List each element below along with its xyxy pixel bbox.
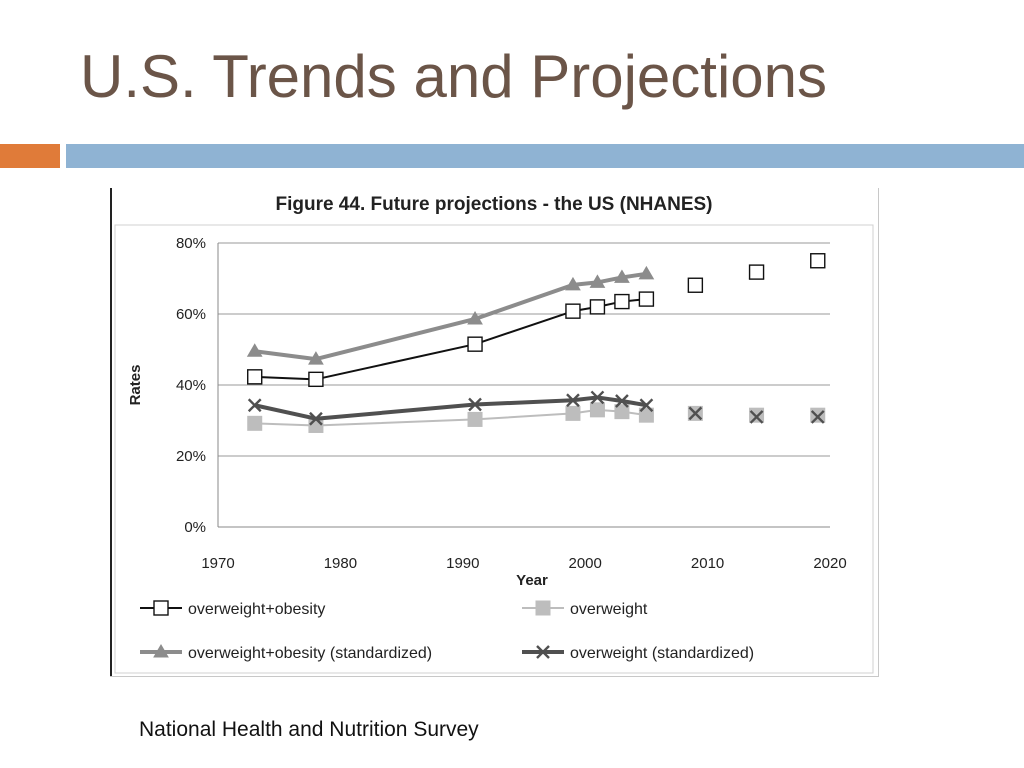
x-tick-label: 1970 <box>201 555 234 572</box>
marker-stroke <box>615 394 629 408</box>
projected-point <box>688 406 703 421</box>
data-point <box>467 336 483 352</box>
marker-stroke <box>688 406 703 421</box>
data-point <box>589 299 606 315</box>
data-point <box>589 402 605 418</box>
accent-bar-orange <box>0 144 60 168</box>
data-point <box>638 291 655 307</box>
data-point <box>639 398 654 413</box>
y-tick-label: 40% <box>176 377 206 394</box>
data-point <box>614 269 630 283</box>
data-point <box>468 397 482 412</box>
y-axis-label: Rates <box>127 365 144 406</box>
legend-label: overweight (standardized) <box>570 645 754 662</box>
marker-stroke <box>536 645 550 659</box>
slide-caption: National Health and Nutrition Survey <box>139 718 479 741</box>
legend-item: overweight <box>522 600 648 618</box>
data-point <box>566 393 580 408</box>
series-overweight-standardized- <box>247 390 825 426</box>
x-tick-label: 2000 <box>569 555 602 572</box>
y-tick-label: 20% <box>176 448 206 465</box>
data-point <box>638 407 654 423</box>
accent-bar-blue <box>66 144 1024 168</box>
data-point <box>614 293 630 310</box>
series-layer <box>246 253 826 433</box>
marker-stroke <box>566 393 580 408</box>
data-point <box>589 274 606 288</box>
data-point <box>467 411 483 427</box>
data-point <box>590 390 605 405</box>
legend-label: overweight <box>570 601 648 618</box>
marker-stroke <box>810 410 825 424</box>
series-overweight-obesity <box>247 253 826 388</box>
y-tick-label: 60% <box>176 306 206 323</box>
data-point <box>615 394 629 408</box>
data-point <box>614 404 630 420</box>
y-tick-label: 0% <box>184 519 206 536</box>
x-tick-label: 1980 <box>324 555 357 572</box>
x-tick-label: 2020 <box>813 555 846 572</box>
data-point <box>308 351 324 365</box>
projected-point <box>749 410 764 424</box>
marker-stroke <box>749 410 764 424</box>
projected-point <box>687 277 704 293</box>
data-point <box>247 369 263 385</box>
data-point <box>247 398 262 413</box>
series-overweight-obesity-standardized- <box>246 254 826 365</box>
legend-marker <box>153 644 169 658</box>
data-point <box>467 310 483 325</box>
data-point <box>565 405 581 421</box>
legend-marker <box>153 600 169 616</box>
legend-label: overweight+obesity <box>188 601 325 618</box>
y-tick-label: 80% <box>176 235 206 252</box>
projected-point <box>749 407 765 423</box>
x-axis-label: Year <box>516 572 548 589</box>
data-point <box>638 265 655 280</box>
figure-panel: Figure 44. Future projections - the US (… <box>110 188 879 677</box>
projected-point <box>810 253 826 269</box>
axes: 0% 20% 40% 60% 80% 1970 1980 1990 2000 2010 2020 Ye… <box>127 235 847 589</box>
legend-marker <box>536 645 550 659</box>
legend-label: overweight+obesity (standardized) <box>188 645 432 662</box>
legend-item: overweight+obesity <box>140 600 325 618</box>
legend-marker <box>535 600 551 616</box>
marker-stroke <box>468 397 482 412</box>
data-point <box>246 343 263 357</box>
x-tick-label: 2010 <box>691 555 724 572</box>
data-point <box>565 276 581 291</box>
slide-title: U.S. Trends and Projections <box>80 43 828 110</box>
x-tick-label: 1990 <box>446 555 479 572</box>
projected-point <box>810 410 825 424</box>
data-point <box>308 371 324 388</box>
line-chart: 0% 20% 40% 60% 80% 1970 1980 1990 2000 2010 2020 Ye… <box>114 224 874 674</box>
projected-point <box>748 264 765 280</box>
data-point <box>565 303 581 319</box>
legend: overweight+obesity overweight overweight+o… <box>140 600 754 662</box>
marker-stroke <box>639 398 654 413</box>
legend-item: overweight (standardized) <box>522 645 754 662</box>
data-point <box>247 415 263 431</box>
projected-point <box>810 407 826 423</box>
chart-title: Figure 44. Future projections - the US (… <box>275 194 713 215</box>
series-line <box>254 298 647 381</box>
plot-frame <box>114 224 874 674</box>
data-point <box>309 411 323 426</box>
legend-item: overweight+obesity (standardized) <box>140 644 432 662</box>
marker-stroke <box>309 411 323 426</box>
series-line <box>254 271 647 362</box>
marker-stroke <box>590 390 605 405</box>
marker-stroke <box>247 398 262 413</box>
